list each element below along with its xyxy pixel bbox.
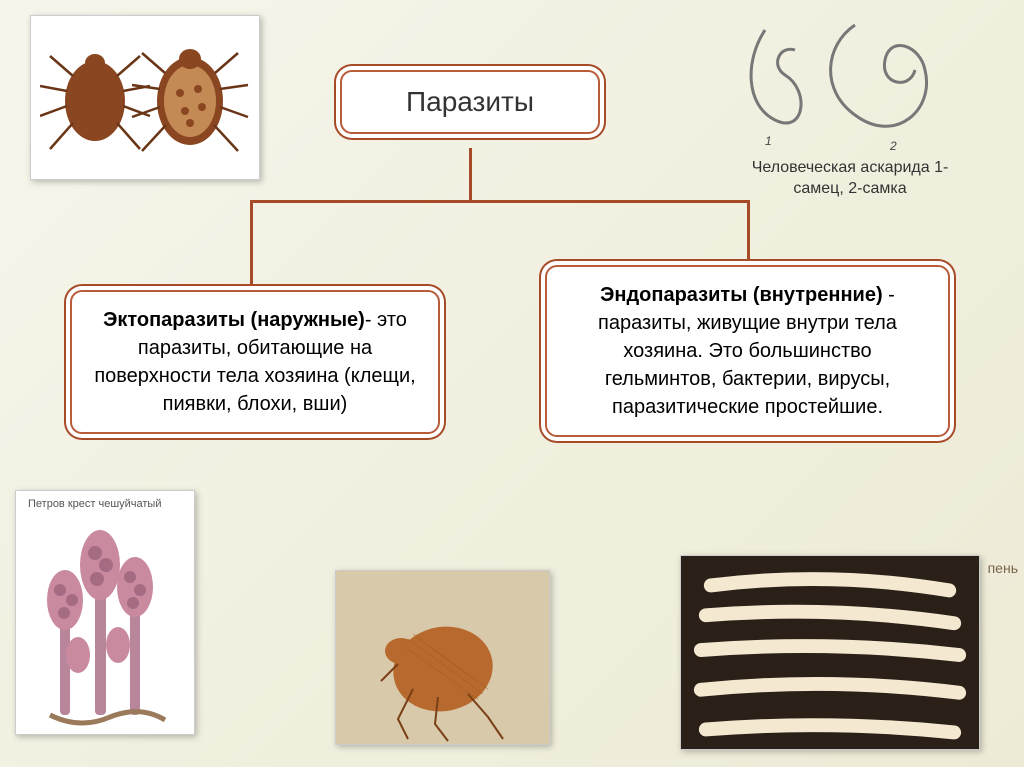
worm-label-1: 1 bbox=[765, 134, 772, 148]
plant-caption: Петров крест чешуйчатый bbox=[28, 498, 162, 510]
connector-to-right bbox=[747, 200, 750, 259]
ecto-title: Эктопаразиты (наружные) bbox=[103, 309, 365, 331]
ascaris-caption: Человеческая аскарида 1-самец, 2-самка bbox=[740, 158, 960, 200]
connector-root-down bbox=[469, 148, 472, 200]
plant-image bbox=[15, 490, 195, 735]
ectoparasites-node: Эктопаразиты (наружные)- это паразиты, о… bbox=[70, 290, 440, 434]
worm-label-2: 2 bbox=[889, 139, 897, 153]
endo-title: Эндопаразиты (внутренние) bbox=[600, 284, 882, 306]
tapeworm-caption-partial: пень bbox=[958, 560, 1018, 576]
tapeworm-image bbox=[680, 555, 980, 750]
connector-horizontal bbox=[250, 200, 750, 203]
endoparasites-node: Эндопаразиты (внутренние) - паразиты, жи… bbox=[545, 265, 950, 437]
ticks-image bbox=[30, 15, 260, 180]
connector-to-left bbox=[250, 200, 253, 284]
flea-image bbox=[335, 570, 550, 745]
ascaris-image: 1 2 bbox=[725, 10, 975, 155]
root-node: Паразиты bbox=[340, 70, 600, 134]
root-title: Паразиты bbox=[406, 86, 534, 117]
